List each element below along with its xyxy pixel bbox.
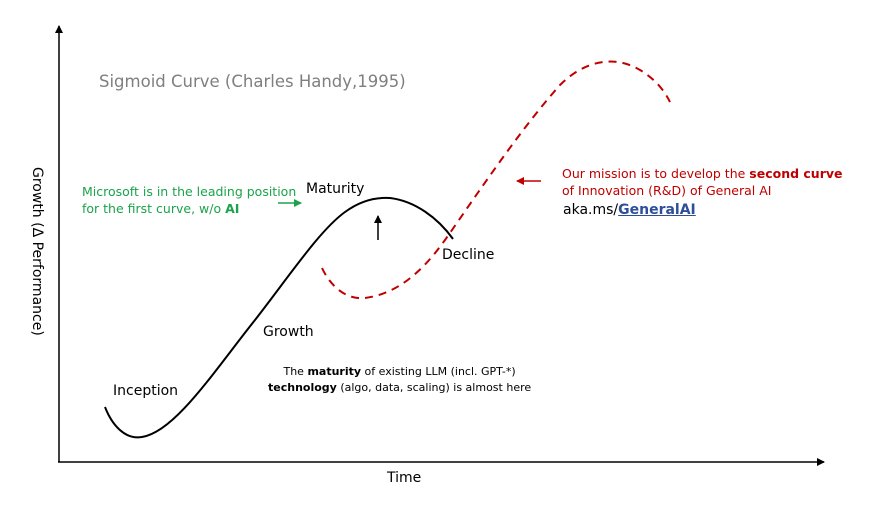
mission-note: Our mission is to develop the second cur… [562,165,843,199]
microsoft-note-line2: for the first curve, w/o AI [82,200,312,217]
mission-second-curve: second curve [749,166,843,181]
mission-line1: Our mission is to develop the second cur… [562,165,843,182]
first-curve [104,196,454,439]
microsoft-note-ai: AI [225,201,240,216]
llm-note: The maturity of existing LLM (incl. GPT-… [268,364,531,396]
microsoft-note-line1: Microsoft is in the leading position [82,184,297,199]
llm-note-technology: technology [268,381,337,394]
llm-note-maturity: maturity [307,365,362,378]
stage-decline: Decline [442,247,495,263]
stage-maturity: Maturity [306,181,365,197]
mission-line1-text: Our mission is to develop the [562,166,750,181]
llm-note-line1-suffix: of existing LLM (incl. GPT-*) [361,365,516,378]
llm-note-line2-suffix: (algo, data, scaling) is almost here [336,381,532,394]
x-axis-label: Time [387,470,422,486]
mission-line2: of Innovation (R&D) of General AI [562,183,772,198]
y-axis-label: Growth (Δ Performance) [29,167,45,336]
microsoft-note-line2-text: for the first curve, w/o [82,201,226,216]
second-curve [321,60,671,300]
stage-inception: Inception [113,383,179,399]
llm-note-line1-prefix: The [283,365,308,378]
llm-note-line1: The maturity of existing LLM (incl. GPT-… [268,364,531,380]
llm-note-line2: technology (algo, data, scaling) is almo… [268,380,531,396]
microsoft-note: Microsoft is in the leading position for… [82,183,312,217]
diagram-title: Sigmoid Curve (Charles Handy,1995) [99,72,406,91]
link-prefix: aka.ms/ [563,202,619,218]
general-ai-link[interactable]: aka.ms/GeneralAI [563,202,696,218]
link-emphasis[interactable]: GeneralAI [618,202,696,218]
stage-growth: Growth [263,324,314,340]
